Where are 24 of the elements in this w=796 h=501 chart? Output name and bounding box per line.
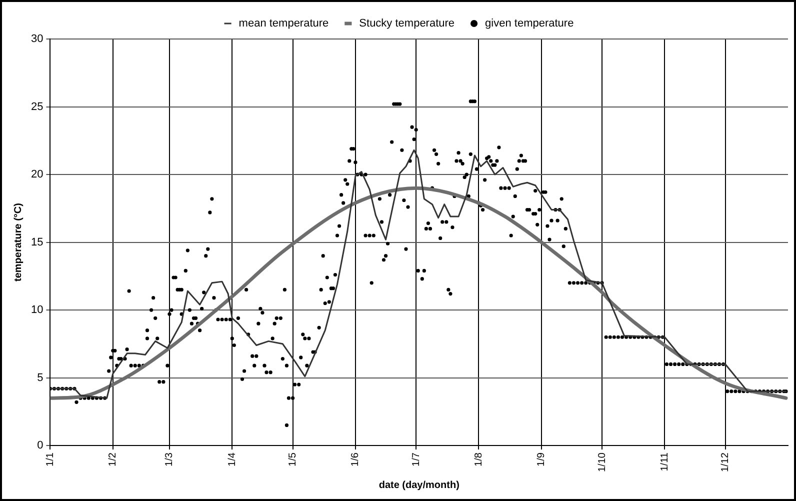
x-tick-label: 1/7 [410, 452, 422, 466]
legend-label: Stucky temperature [359, 18, 455, 30]
y-axis-title: temperature (°C) [12, 203, 24, 282]
y-tick-label: 25 [30, 100, 44, 113]
y-tick-label: 10 [30, 304, 44, 316]
legend-label: given temperature [485, 18, 574, 30]
y-tick-label: 15 [30, 236, 44, 248]
x-tick-label: 1/5 [288, 452, 299, 466]
y-tick-label: 20 [30, 168, 44, 181]
x-tick-label: 1/2 [108, 452, 119, 466]
y-tick-label: 30 [30, 33, 44, 46]
x-tick-label: 1/4 [226, 452, 238, 466]
y-tick-label: 5 [37, 372, 44, 384]
x-tick-label: 1/10 [596, 452, 608, 472]
x-tick-label: 1/12 [720, 452, 732, 472]
x-tick-label: 1/8 [473, 452, 484, 466]
x-tick-label: 1/11 [659, 452, 670, 472]
x-tick-label: 1/3 [164, 452, 176, 466]
x-tick-label: 1/6 [350, 452, 362, 466]
legend-label: mean temperature [238, 18, 329, 30]
y-tick-label: 0 [37, 440, 44, 452]
x-axis-title: date (day/month) [378, 480, 460, 491]
x-tick-label: 1/9 [536, 452, 548, 466]
x-tick-label: 1/1 [44, 452, 56, 466]
